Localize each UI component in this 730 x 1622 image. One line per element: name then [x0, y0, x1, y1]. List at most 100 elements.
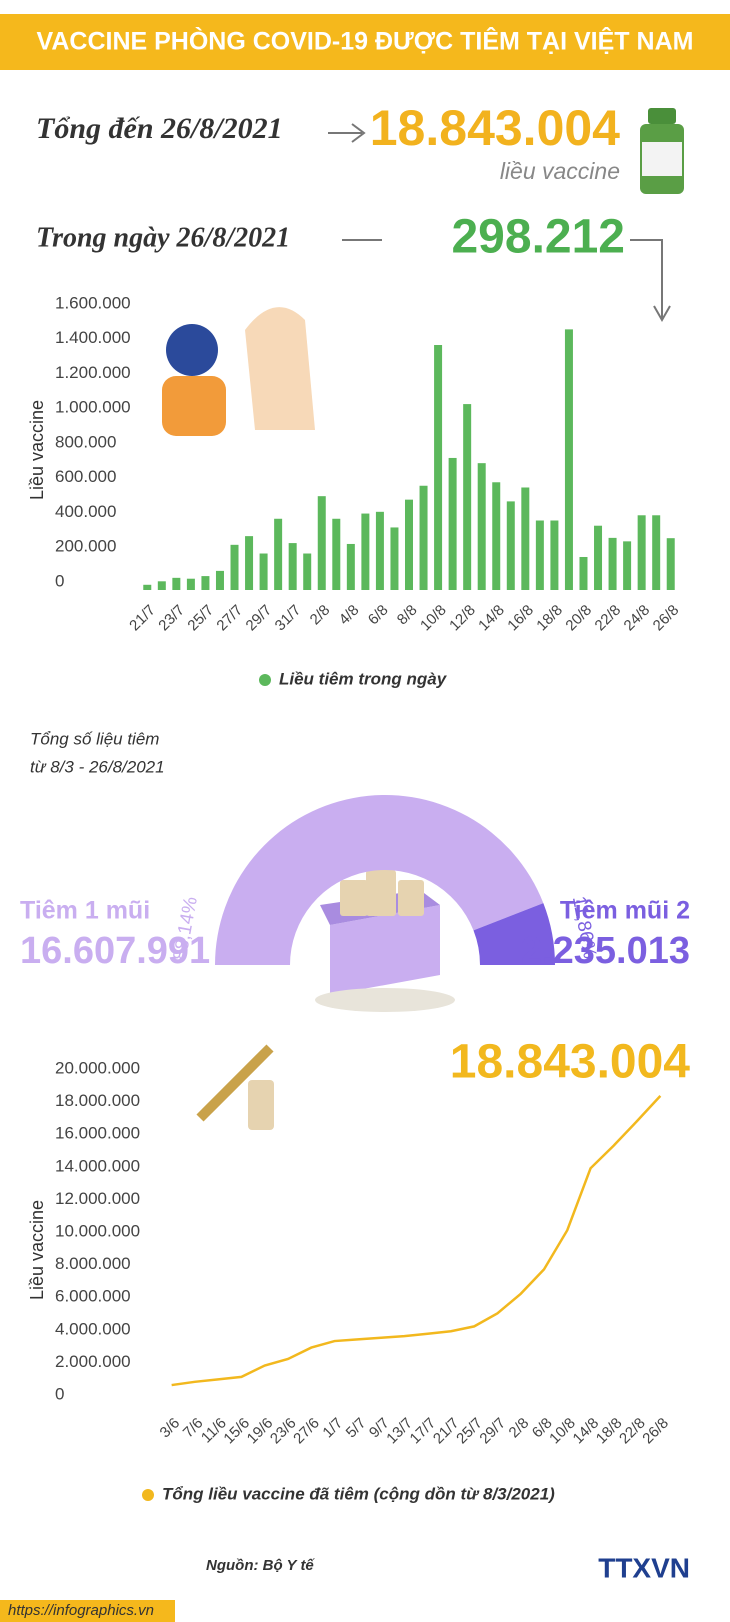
- header-title: VACCINE PHÒNG COVID-19 ĐƯỢC TIÊM TẠI VIỆ…: [37, 26, 694, 56]
- pie-box: [315, 870, 455, 1012]
- bar: [346, 543, 355, 590]
- bar: [259, 553, 268, 590]
- bar: [303, 553, 312, 590]
- bar: [550, 520, 559, 590]
- x-tick-label: 26/8: [650, 602, 683, 635]
- x-tick-label: 3/6: [157, 1415, 184, 1442]
- bar: [579, 556, 588, 590]
- x-tick-label: 16/8: [504, 602, 537, 635]
- url: https://infographics.vn: [8, 1602, 154, 1619]
- bar: [637, 515, 646, 590]
- x-tick-label: 18/8: [533, 602, 566, 635]
- source: Nguồn: Bộ Y tế: [206, 1557, 315, 1574]
- bar: [245, 536, 254, 590]
- bar: [332, 518, 341, 590]
- header-bar: [0, 14, 730, 70]
- x-tick-label: 4/8: [336, 602, 363, 629]
- x-tick-label: 23/7: [155, 602, 188, 635]
- bar: [666, 538, 675, 590]
- y-tick-label: 16.000.000: [55, 1124, 140, 1143]
- x-tick-label: 26/8: [639, 1415, 672, 1448]
- y-tick-label: 1.000.000: [55, 398, 131, 417]
- x-tick-label: 14/8: [475, 602, 508, 635]
- bar: [186, 578, 195, 590]
- x-tick-label: 22/8: [592, 602, 625, 635]
- bar: [172, 577, 181, 590]
- illustration: [162, 307, 315, 436]
- bar: [230, 544, 239, 590]
- total-label: Tổng đến 26/8/2021: [36, 112, 283, 145]
- y-tick-label: 6.000.000: [55, 1287, 131, 1306]
- dose-count: 16.607.991: [20, 930, 210, 972]
- y-tick-label: 8.000.000: [55, 1254, 131, 1273]
- bar: [201, 576, 210, 590]
- y-tick-label: 600.000: [55, 467, 116, 486]
- segment-name: Tiêm 1 mũi: [20, 897, 150, 925]
- gauge-segment: [473, 903, 555, 965]
- y-tick-label: 1.200.000: [55, 363, 131, 382]
- y-tick-label: 0: [55, 1384, 64, 1403]
- bar: [288, 543, 297, 590]
- y-tick-label: 18.000.000: [55, 1091, 140, 1110]
- bar: [521, 487, 530, 590]
- bar: [419, 485, 428, 590]
- legend-marker: [142, 1489, 154, 1501]
- y-axis-label: Liều vaccine: [27, 1200, 47, 1300]
- y-tick-label: 800.000: [55, 432, 116, 451]
- bar: [361, 513, 370, 590]
- gauge-segment: [215, 795, 544, 965]
- bar: [652, 515, 661, 590]
- brand: TTXVN: [598, 1552, 690, 1583]
- x-tick-label: 29/7: [476, 1415, 509, 1448]
- y-tick-label: 400.000: [55, 502, 116, 521]
- y-tick-label: 0: [55, 571, 64, 590]
- x-tick-label: 6/8: [365, 602, 392, 629]
- bar: [564, 329, 573, 590]
- x-tick-label: 10/8: [417, 602, 450, 635]
- y-tick-label: 10.000.000: [55, 1221, 140, 1240]
- arrow: [328, 123, 366, 143]
- bar: [463, 404, 472, 590]
- segment-name: Tiêm mũi 2: [560, 897, 690, 925]
- x-tick-label: 25/7: [184, 602, 217, 635]
- y-tick-label: 1.400.000: [55, 328, 131, 347]
- dose-count: 2.235.013: [521, 930, 690, 972]
- bar: [477, 463, 486, 590]
- pie-subtitle: từ 8/3 - 26/8/2021: [30, 757, 165, 776]
- x-tick-label: 24/8: [621, 602, 654, 635]
- bar: [506, 501, 515, 590]
- total-unit: liều vaccine: [500, 158, 620, 184]
- bar: [390, 527, 399, 590]
- legend-marker: [259, 674, 271, 686]
- bar: [375, 511, 384, 590]
- bar: [215, 570, 224, 590]
- bar: [448, 457, 457, 590]
- x-tick-label: 21/7: [126, 602, 159, 635]
- bar: [535, 520, 544, 590]
- x-tick-label: 31/7: [272, 602, 305, 635]
- x-tick-label: 5/7: [343, 1415, 370, 1442]
- x-tick-label: 8/8: [394, 602, 421, 629]
- x-tick-label: 2/8: [307, 602, 334, 629]
- bar: [143, 584, 152, 590]
- pie-title: Tổng số liệu tiêm: [30, 729, 159, 748]
- y-tick-label: 20.000.000: [55, 1058, 140, 1077]
- bar: [157, 581, 166, 590]
- annotation: 18.843.004: [450, 1036, 691, 1089]
- daily-label: Trong ngày 26/8/2021: [36, 222, 290, 253]
- line: [171, 1095, 662, 1387]
- y-tick-label: 1.600.000: [55, 293, 131, 312]
- vial-icon: [640, 108, 684, 194]
- legend-label: Liều tiêm trong ngày: [279, 669, 448, 688]
- arrow-down: [630, 239, 671, 323]
- bar: [608, 537, 617, 590]
- bar: [623, 541, 632, 590]
- x-tick-label: 27/7: [213, 602, 246, 635]
- bar: [594, 525, 603, 590]
- x-tick-label: 12/8: [446, 602, 479, 635]
- daily-value: 298.212: [451, 211, 625, 264]
- bar: [434, 345, 443, 590]
- bar: [492, 482, 501, 590]
- x-tick-label: 27/6: [290, 1415, 323, 1448]
- x-tick-label: 2/8: [506, 1415, 533, 1442]
